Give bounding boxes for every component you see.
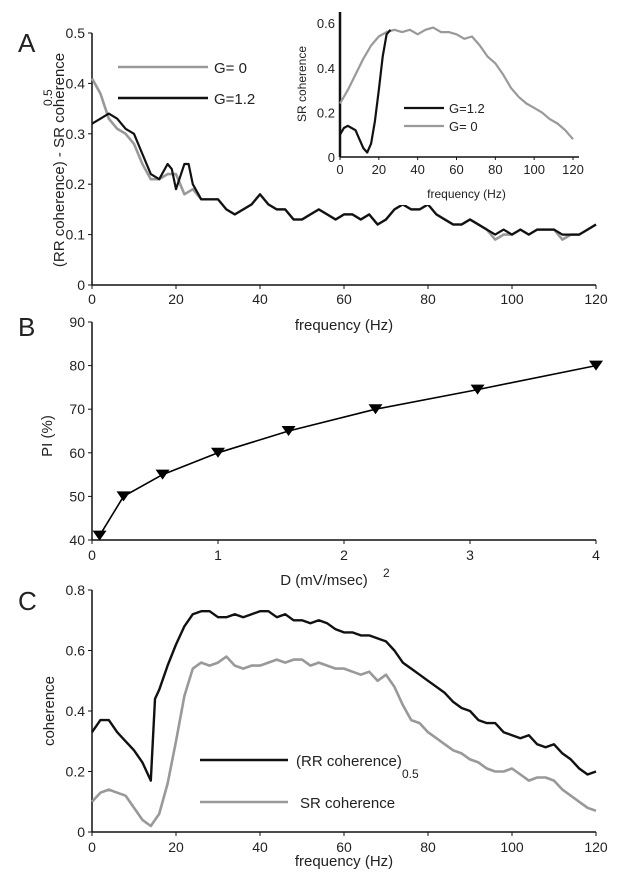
legend-label-rr-sup: 0.5 (402, 767, 419, 781)
y-tick-label: 0.5 (66, 25, 86, 41)
pi-line (98, 364, 597, 537)
pi-marker (211, 447, 225, 458)
pi-marker (155, 469, 170, 480)
y-tick-label: 0.2 (66, 764, 86, 780)
inset-series-line-g12 (339, 29, 392, 154)
y-axis-label: coherence (41, 676, 58, 746)
pi-marker (116, 491, 131, 502)
y-tick-label: 60 (69, 445, 85, 461)
x-tick-label: 0 (88, 839, 96, 855)
x-tick-label: 40 (252, 839, 268, 855)
axes-B: 0 1 2 3 4 40 50 60 70 80 90 (69, 314, 600, 563)
x-tick-label: 4 (592, 547, 600, 563)
x-tick-label: 0 (88, 291, 96, 307)
x-tick-label: 1 (214, 547, 222, 563)
inset-legend-label-g12: G=1.2 (449, 101, 485, 116)
y-tick-label: 0.2 (66, 176, 86, 192)
inset-x-tick-label: 120 (562, 162, 584, 177)
inset-x-tick-label: 0 (336, 162, 343, 177)
y-tick-label: 50 (69, 488, 85, 504)
inset-x-axis-label: frequency (Hz) (427, 187, 506, 201)
x-tick-label: 20 (168, 291, 184, 307)
inset-legend-label-g0: G= 0 (449, 119, 478, 134)
y-tick-label: 0.6 (66, 643, 86, 659)
axes-C: 0 20 40 60 80 100 120 0 0.2 0.4 0.6 0.8 (66, 582, 608, 855)
x-tick-label: 60 (336, 839, 352, 855)
x-axis-label-sup: 2 (383, 566, 390, 580)
inset-y-tick-label: 0.2 (317, 105, 335, 120)
legend-label-sr: SR coherence (300, 795, 395, 812)
y-tick-label: 70 (69, 401, 85, 417)
series-line-rr (91, 610, 597, 782)
legend-c: (RR coherence)0.5 SR coherence (200, 753, 419, 812)
inset-y-tick-label: 0.4 (317, 61, 335, 76)
y-tick-label: 0.4 (66, 75, 86, 91)
x-tick-label: 3 (466, 547, 474, 563)
inset-series-line-g0 (339, 26, 574, 140)
pi-marker (92, 530, 107, 541)
inset-x-tick-label: 80 (488, 162, 502, 177)
x-tick-label: 60 (336, 291, 352, 307)
y-axis-label-sup: 0.5 (41, 89, 55, 106)
y-tick-label: 0.1 (66, 227, 86, 243)
axes-A: 0 20 40 60 80 100 120 0 0.1 0.2 0.3 0.4 0.5 (66, 25, 608, 307)
y-tick-label: 0.3 (66, 126, 86, 142)
inset-x-tick-label: 20 (372, 162, 386, 177)
x-tick-label: 100 (500, 839, 524, 855)
x-tick-label: 20 (168, 839, 184, 855)
inset-y-tick-label: 0.6 (317, 16, 335, 31)
y-axis-label: PI (%) (39, 415, 56, 457)
series-line-g12 (91, 112, 597, 236)
inset-legend: G=1.2 G= 0 (404, 101, 485, 134)
panel-b-letter: B (18, 312, 35, 342)
legend-label-g0: G= 0 (214, 60, 247, 77)
pi-marker (589, 360, 603, 371)
x-tick-label: 80 (420, 839, 436, 855)
x-tick-label: 2 (340, 547, 348, 563)
inset-y-tick-label: 0 (328, 150, 335, 165)
x-tick-label: 120 (584, 291, 608, 307)
y-tick-label: 0.4 (66, 703, 86, 719)
x-axis-label: frequency (Hz) (295, 853, 393, 870)
x-tick-label: 40 (252, 291, 268, 307)
x-tick-label: 80 (420, 291, 436, 307)
y-tick-label: 80 (69, 358, 85, 374)
legend-label-g12: G=1.2 (214, 91, 255, 108)
series-line-sr (91, 655, 597, 828)
pi-marker (368, 404, 383, 415)
y-tick-label: 0 (77, 277, 85, 293)
x-tick-label: 100 (500, 291, 524, 307)
inset-x-tick-label: 60 (449, 162, 463, 177)
y-tick-label: 90 (69, 314, 85, 330)
x-axis-label: frequency (Hz) (295, 317, 393, 334)
y-tick-label: 0.8 (66, 582, 86, 598)
x-tick-label: 120 (584, 839, 608, 855)
panel-c-letter: C (18, 586, 37, 616)
inset-x-tick-label: 40 (410, 162, 424, 177)
y-tick-label: 40 (69, 532, 85, 548)
y-tick-label: 0 (77, 824, 85, 840)
panel-a-letter: A (18, 28, 36, 58)
inset-background (338, 10, 601, 205)
x-tick-label: 0 (88, 547, 96, 563)
y-axis-label: (RR coherence) - SR coherence (51, 53, 68, 267)
x-axis-label: D (mV/msec) (280, 572, 368, 589)
inset-y-axis-label: SR coherence (295, 46, 309, 122)
legend-a: G= 0 G=1.2 (118, 60, 255, 108)
legend-label-rr: (RR coherence) (296, 753, 402, 770)
pi-marker (470, 384, 485, 395)
inset-x-tick-label: 100 (523, 162, 545, 177)
pi-marker (281, 426, 296, 436)
